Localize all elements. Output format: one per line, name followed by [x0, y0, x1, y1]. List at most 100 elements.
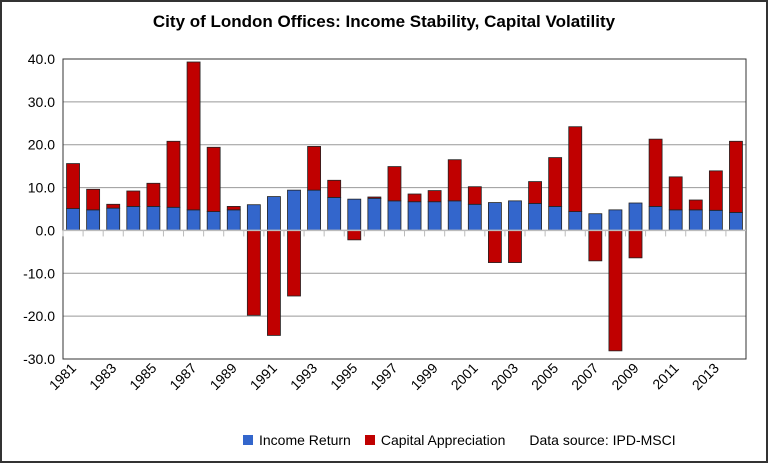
- x-tick-label: 1989: [207, 360, 240, 393]
- bar-income-1982: [86, 209, 101, 231]
- bar-income-2011: [668, 209, 683, 231]
- legend-label-capital: Capital Appreciation: [380, 432, 506, 448]
- x-tick-label: 2001: [448, 360, 481, 393]
- bar-capital-1987: [186, 61, 201, 211]
- chart-title: City of London Offices: Income Stability…: [152, 12, 616, 31]
- y-tick-label: -20.0: [23, 308, 55, 324]
- bar-capital-2008: [608, 230, 623, 352]
- x-tick-label: 2011: [649, 360, 682, 393]
- bar-capital-2011: [668, 176, 683, 211]
- bar-capital-1983: [106, 203, 121, 209]
- bar-capital-1991: [267, 230, 281, 336]
- bar-capital-2014: [729, 140, 743, 213]
- bar-capital-1985: [146, 182, 161, 207]
- y-tick-label: 10.0: [28, 180, 55, 196]
- bar-capital-2000: [447, 159, 462, 202]
- bar-capital-2004: [528, 181, 542, 204]
- bar-capital-1999: [427, 190, 442, 203]
- bar-income-1989: [226, 209, 241, 231]
- bar-income-1985: [146, 206, 161, 231]
- bar-capital-2012: [688, 199, 703, 211]
- bar-capital-1994: [327, 179, 342, 198]
- bar-capital-2005: [548, 157, 563, 207]
- bar-capital-1989: [226, 206, 241, 211]
- y-tick-label: 40.0: [28, 51, 55, 67]
- x-tick-label: 1997: [367, 360, 400, 393]
- bar-capital-1995: [347, 230, 362, 241]
- bar-income-1981: [66, 208, 80, 231]
- bar-income-2001: [467, 203, 482, 231]
- bar-capital-1984: [126, 190, 141, 207]
- plot-border: [62, 58, 747, 360]
- bar-income-1996: [367, 197, 382, 231]
- x-tick-label: 1993: [287, 360, 320, 393]
- bar-income-1988: [206, 211, 221, 231]
- x-tick-label: 1985: [126, 360, 159, 393]
- bar-capital-2001: [467, 186, 482, 205]
- bar-capital-2007: [588, 230, 603, 262]
- bar-income-1984: [126, 206, 141, 231]
- bar-income-2004: [528, 203, 542, 231]
- x-tick-label: 1991: [247, 360, 280, 393]
- bar-income-2007: [588, 213, 603, 231]
- x-tick-label: 2005: [528, 360, 561, 393]
- bar-income-2009: [628, 202, 643, 231]
- x-tick-label: 2013: [689, 360, 722, 393]
- bar-capital-2009: [628, 230, 643, 259]
- y-tick-label: 0.0: [36, 222, 56, 238]
- bar-income-2002: [487, 202, 502, 231]
- bar-income-1995: [347, 198, 362, 231]
- legend-label-income: Income Return: [259, 432, 351, 448]
- bar-income-2008: [608, 209, 623, 231]
- bar-capital-1996: [367, 196, 382, 199]
- bar-income-1992: [287, 189, 301, 231]
- x-tick-label: 1983: [86, 360, 119, 393]
- bar-capital-1998: [407, 193, 422, 203]
- bar-capital-1997: [387, 166, 402, 202]
- bar-income-1986: [166, 206, 181, 231]
- bar-income-1998: [407, 201, 422, 231]
- x-tick-label: 2007: [568, 360, 601, 393]
- y-tick-label: -10.0: [23, 265, 55, 281]
- y-tick-label: 20.0: [28, 137, 55, 153]
- bar-capital-2006: [568, 126, 583, 212]
- x-tick-label: 1987: [166, 360, 199, 393]
- bar-capital-2010: [648, 138, 663, 207]
- bar-income-2014: [729, 212, 743, 231]
- x-tick-label: 1995: [327, 360, 360, 393]
- bar-income-1983: [106, 207, 121, 231]
- bar-capital-1981: [66, 163, 80, 209]
- bar-income-1997: [387, 200, 402, 231]
- bar-capital-1992: [287, 230, 301, 297]
- bar-income-2006: [568, 211, 583, 231]
- bar-capital-2002: [487, 230, 502, 263]
- bar-income-2005: [548, 206, 563, 231]
- bar-income-2000: [447, 200, 462, 231]
- bar-income-1994: [327, 197, 342, 231]
- source-note: Data source: IPD-MSCI: [529, 432, 676, 448]
- bar-income-1993: [307, 189, 322, 231]
- bar-income-1987: [186, 209, 201, 231]
- x-tick-label: 2003: [488, 360, 521, 393]
- bar-capital-2013: [708, 170, 723, 211]
- bar-income-2003: [508, 200, 522, 231]
- bar-capital-1982: [86, 188, 101, 211]
- y-tick-label: 30.0: [28, 94, 55, 110]
- bar-capital-1986: [166, 140, 181, 208]
- bar-income-2012: [688, 209, 703, 231]
- bar-income-1991: [267, 196, 281, 231]
- bar-income-2010: [648, 206, 663, 231]
- bar-income-1999: [427, 201, 442, 231]
- x-tick-label: 2009: [608, 360, 641, 393]
- bar-capital-1993: [307, 146, 322, 191]
- bar-capital-1988: [206, 146, 221, 212]
- bar-capital-2003: [508, 230, 522, 263]
- legend-swatch-capital: [364, 435, 375, 445]
- bar-income-2013: [708, 209, 723, 231]
- legend-swatch-income: [243, 435, 253, 445]
- bar-capital-1990: [246, 230, 261, 316]
- y-tick-label: -30.0: [23, 351, 55, 367]
- legend: Income Return Capital Appreciation Data …: [243, 432, 676, 448]
- x-tick-label: 1999: [407, 360, 440, 393]
